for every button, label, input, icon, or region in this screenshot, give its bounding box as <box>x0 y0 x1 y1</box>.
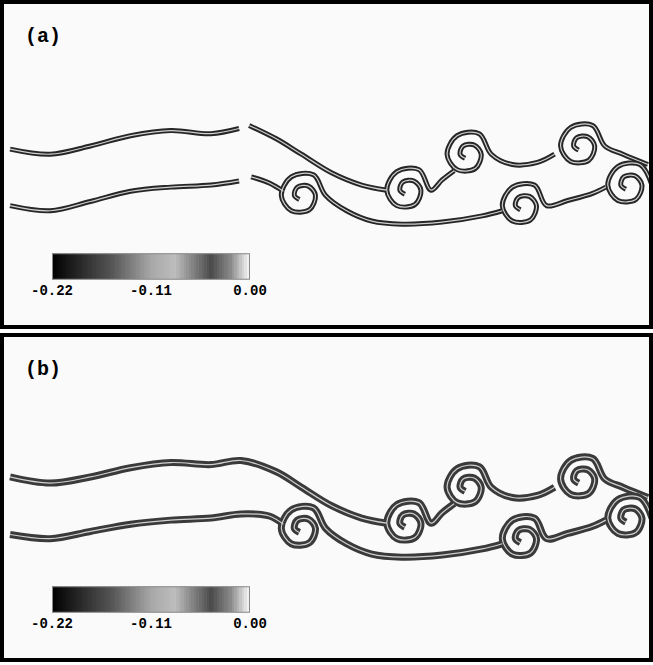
svg-text:(a): (a) <box>25 25 61 48</box>
svg-text:0.00: 0.00 <box>233 283 267 299</box>
svg-text:-0.22: -0.22 <box>31 616 73 632</box>
svg-text:-0.22: -0.22 <box>31 283 73 299</box>
svg-text:(b): (b) <box>25 358 61 381</box>
svg-text:-0.11: -0.11 <box>130 283 172 299</box>
svg-text:-0.11: -0.11 <box>130 616 172 632</box>
svg-text:0.00: 0.00 <box>233 616 267 632</box>
